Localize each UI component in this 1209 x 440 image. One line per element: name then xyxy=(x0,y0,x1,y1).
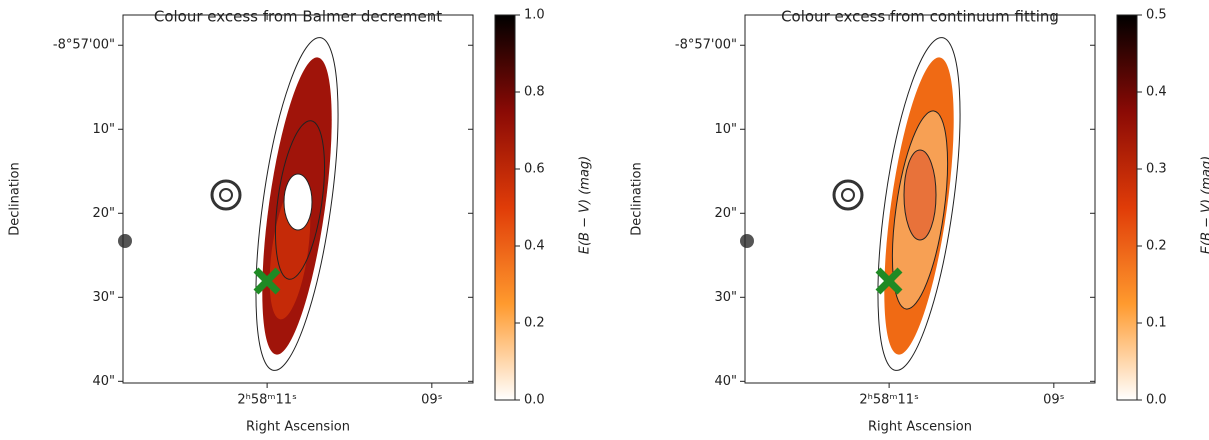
colorbar-tick-label: 0.3 xyxy=(1146,162,1167,177)
colorbar xyxy=(1116,14,1138,401)
x-tick-label: 2ʰ58ᵐ11ˢ xyxy=(859,393,919,408)
colorbar-label: E(B − V) (mag) xyxy=(1200,156,1209,254)
y-tick-label: 10" xyxy=(92,122,115,137)
y-tick-label: 30" xyxy=(714,290,737,305)
y-tick-label: 40" xyxy=(92,374,115,389)
y-tick-label: -8°57'00" xyxy=(675,38,737,53)
y-tick-label: -8°57'00" xyxy=(53,38,115,53)
axes-frame xyxy=(122,14,474,384)
colorbar-tick-label: 0.6 xyxy=(524,162,545,177)
colorbar-tick-label: 0.4 xyxy=(524,239,545,254)
y-axis-label: Declination xyxy=(630,162,645,236)
x-tick-label: 09ˢ xyxy=(1043,393,1065,408)
y-axis-label: Declination xyxy=(8,162,23,236)
x-axis-label: Right Ascension xyxy=(868,420,972,435)
colorbar-tick-label: 0.4 xyxy=(1146,85,1167,100)
colorbar-tick-label: 0.2 xyxy=(524,316,545,331)
colorbar-tick-label: 0.2 xyxy=(1146,239,1167,254)
y-tick-label: 30" xyxy=(92,290,115,305)
y-tick-label: 20" xyxy=(714,206,737,221)
y-tick-label: 20" xyxy=(92,206,115,221)
y-tick-label: 40" xyxy=(714,374,737,389)
colorbar-tick-label: 0.0 xyxy=(1146,393,1167,408)
x-tick-label: 2ʰ58ᵐ11ˢ xyxy=(237,393,297,408)
x-tick-label: 09ˢ xyxy=(421,393,443,408)
galaxy-map xyxy=(740,37,961,371)
colorbar-tick-label: 1.0 xyxy=(524,8,545,23)
axes-frame xyxy=(744,14,1096,384)
colorbar-tick-label: 0.5 xyxy=(1146,8,1167,23)
x-axis-label: Right Ascension xyxy=(246,420,350,435)
chart-title: Colour excess from Balmer decrement xyxy=(154,8,442,26)
colorbar-label: E(B − V) (mag) xyxy=(578,156,593,254)
chart-title: Colour excess from continuum fitting xyxy=(781,8,1059,26)
galaxy-map xyxy=(118,37,339,371)
colorbar-tick-label: 0.0 xyxy=(524,393,545,408)
colorbar-tick-label: 0.8 xyxy=(524,85,545,100)
colorbar-tick-label: 0.1 xyxy=(1146,316,1167,331)
colorbar xyxy=(494,14,516,401)
y-tick-label: 10" xyxy=(714,122,737,137)
